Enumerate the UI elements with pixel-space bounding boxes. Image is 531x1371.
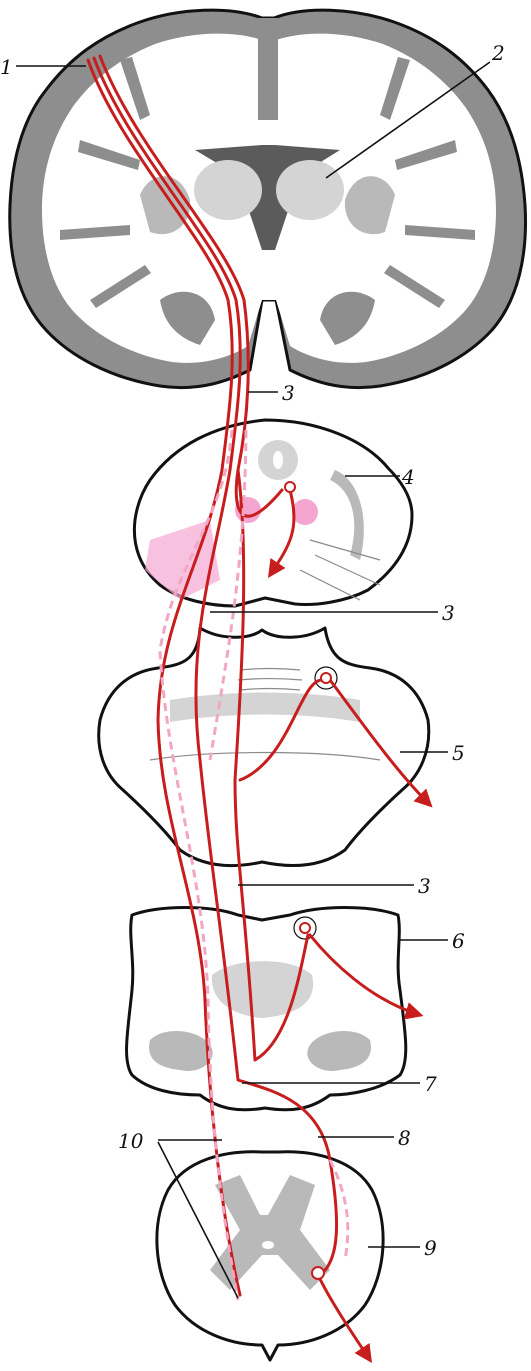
label-2: 2 xyxy=(491,41,505,65)
label-10: 10 xyxy=(118,1129,144,1153)
label-5: 5 xyxy=(452,741,465,765)
label-4: 4 xyxy=(401,465,415,489)
brain-coronal-section xyxy=(8,8,527,390)
label-3b: 3 xyxy=(442,601,455,625)
label-1: 1 xyxy=(0,55,13,79)
label-7: 7 xyxy=(424,1072,437,1096)
label-3a: 3 xyxy=(282,381,295,405)
labels: 1 2 3 4 3 5 3 6 7 8 9 10 xyxy=(0,41,505,1299)
spinal-cord-section xyxy=(155,1150,385,1362)
midbrain-section xyxy=(132,418,414,608)
corticospinal-tracts xyxy=(86,54,433,1363)
label-3c: 3 xyxy=(418,874,431,898)
label-9: 9 xyxy=(424,1236,437,1260)
label-6: 6 xyxy=(452,929,465,953)
label-8: 8 xyxy=(398,1126,411,1150)
medulla-section xyxy=(125,906,408,1112)
